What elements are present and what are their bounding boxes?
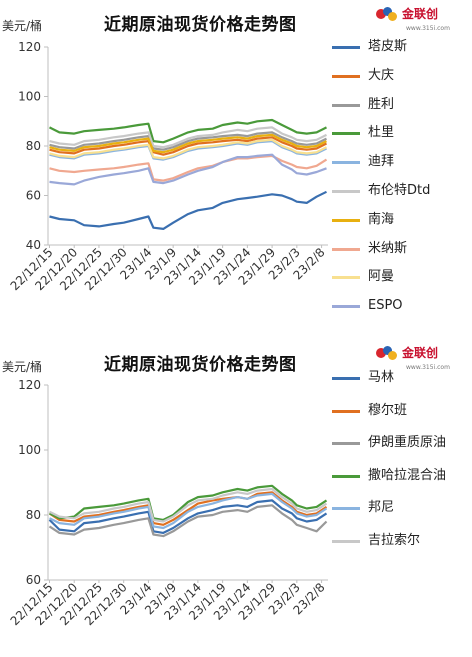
legend-swatch [332, 132, 360, 136]
legend-label: 马林 [368, 370, 395, 385]
y-tick-label: 60 [26, 189, 41, 203]
legend-swatch [332, 507, 360, 510]
legend-item: 吉拉索尔 [332, 532, 468, 550]
series-line [49, 492, 328, 530]
legend-label: 阿曼 [368, 269, 395, 285]
logo-mark-icon [376, 345, 400, 361]
legend-swatch [332, 409, 360, 413]
series-line [49, 131, 327, 151]
line-chart-bottom: 608010012022/12/1522/12/2022/12/2522/12/… [8, 378, 328, 628]
legend-item: 邦尼 [332, 499, 468, 517]
series-line [49, 118, 327, 144]
legend-swatch [332, 46, 360, 49]
series-line [49, 487, 328, 523]
legend-item: 伊朗重质原油 [332, 434, 468, 452]
logo-url: www.315i.com [406, 364, 450, 371]
legend-item: 马林 [332, 369, 468, 387]
series-line [48, 499, 328, 534]
y-tick-label: 120 [18, 378, 41, 392]
y-tick-label: 100 [18, 90, 41, 104]
y-tick-label: 100 [18, 443, 41, 457]
y-tick-label: 80 [26, 139, 41, 153]
legend-item: 布伦特Dtd [332, 182, 468, 200]
chart-panel-top: 近期原油现货价格走势图 美元/桶 金联创 www.315i.com 40 60 80… [2, 5, 468, 315]
series-line [49, 126, 327, 149]
y-axis-unit: 美元/桶 [2, 360, 43, 374]
line-chart-top: 40608010012022/12/1522/12/2022/12/2522/1… [8, 40, 328, 293]
legend-label: ESPO [368, 298, 403, 314]
legend-swatch [332, 190, 360, 193]
y-tick-label: 40 [26, 238, 41, 252]
legend-item: 阿曼 [332, 268, 468, 286]
series-line [49, 190, 327, 230]
series-line [49, 136, 327, 156]
brand-logo: 金联创 [376, 344, 438, 361]
legend-swatch [332, 103, 360, 107]
y-tick-label: 60 [26, 573, 41, 587]
legend-swatch [332, 377, 360, 380]
legend-item: 迪拜 [332, 153, 468, 171]
brand-logo: 金联创 [376, 5, 438, 22]
series-line [49, 154, 328, 182]
legend-swatch [332, 305, 360, 309]
logo-brand-text: 金联创 [402, 346, 439, 360]
legend-item: 南海 [332, 211, 468, 229]
legend-swatch [332, 539, 360, 543]
legend-label: 邦尼 [368, 500, 395, 515]
logo-mark-icon [376, 6, 400, 22]
legend-swatch [332, 218, 360, 222]
legend-item: 穆尔班 [332, 402, 468, 420]
logo-brand-text: 金联创 [402, 7, 439, 21]
legend-swatch [332, 74, 360, 78]
legend-item: 胜利 [332, 96, 468, 114]
legend-label: 胜利 [368, 96, 395, 112]
legend-label: 南海 [368, 211, 395, 227]
legend-swatch [332, 161, 360, 165]
legend-item: 米纳斯 [332, 240, 468, 258]
legend-label: 杜里 [368, 125, 395, 141]
legend-label: 穆尔班 [368, 402, 408, 418]
legend-label: 吉拉索尔 [368, 532, 421, 548]
legend-label: 迪拜 [368, 154, 395, 170]
legend-label: 塔皮斯 [368, 39, 408, 54]
legend-label: 撒哈拉混合油 [368, 467, 447, 483]
legend-swatch [332, 247, 360, 251]
legend-item: 杜里 [332, 124, 468, 142]
series-line [49, 133, 327, 154]
legend-label: 布伦特Dtd [368, 183, 431, 198]
series-line [48, 504, 328, 538]
legend-item: ESPO [332, 297, 468, 315]
series-line [49, 153, 327, 186]
legend-label: 大庆 [368, 67, 395, 83]
chart-title: 近期原油现货价格走势图 [104, 355, 297, 375]
y-tick-label: 80 [26, 508, 41, 522]
chart-title: 近期原油现货价格走势图 [104, 15, 297, 35]
legend-item: 大庆 [332, 67, 468, 85]
logo-url: www.315i.com [406, 25, 450, 32]
series-line [48, 491, 328, 526]
legend-swatch [332, 442, 360, 445]
series-line [49, 484, 328, 521]
series-line [49, 140, 327, 161]
legend-label: 米纳斯 [368, 240, 408, 256]
legend-label: 伊朗重质原油 [368, 435, 447, 450]
legend-item: 塔皮斯 [332, 38, 468, 56]
y-tick-label: 120 [18, 40, 41, 54]
y-axis-unit: 美元/桶 [2, 19, 43, 33]
legend-swatch [332, 474, 360, 478]
chart-panel-bottom: 近期原油现货价格走势图 美元/桶 金联创 www.315i.com 60 80 10… [0, 332, 472, 657]
legend-swatch [332, 276, 360, 280]
legend-item: 撒哈拉混合油 [332, 467, 468, 485]
series-line [49, 138, 327, 160]
